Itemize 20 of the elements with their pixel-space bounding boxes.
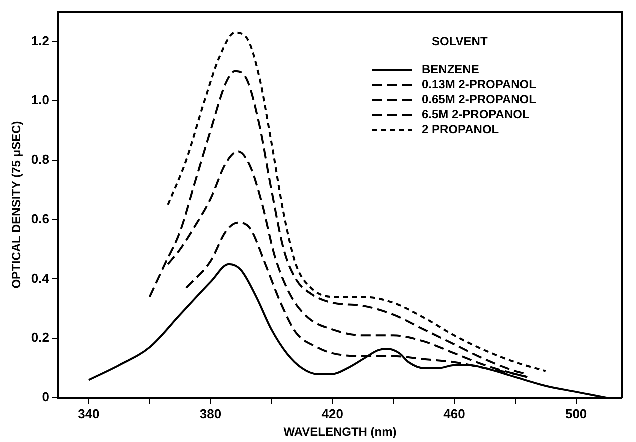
y-tick-label: 0.2 [31, 330, 50, 346]
x-axis-title: WAVELENGTH (nm) [284, 425, 397, 440]
x-tick-label: 460 [444, 406, 466, 422]
legend-label: 0.13M 2-PROPANOL [422, 77, 536, 92]
y-axis-title: OPTICAL DENSITY (75 μSEC) [10, 121, 24, 289]
y-tick-label: 0 [42, 390, 50, 405]
legend-label: 6.5M 2-PROPANOL [422, 107, 530, 122]
legend-title: SOLVENT [432, 34, 488, 48]
y-tick-label: 0.4 [31, 270, 50, 286]
x-tick-label: 380 [200, 406, 222, 422]
x-tick-label: 340 [78, 406, 100, 422]
x-tick-label: 420 [322, 406, 344, 422]
legend-label: BENZENE [422, 62, 480, 76]
y-tick-label: 0.6 [31, 211, 50, 226]
y-tick-label: 1.2 [31, 33, 50, 48]
x-tick-label: 500 [565, 406, 588, 422]
y-tick-label: 1.0 [31, 92, 50, 108]
legend-label: 0.65M 2-PROPANOL [422, 92, 536, 106]
legend-label: 2 PROPANOL [422, 122, 500, 136]
y-tick-label: 0.8 [31, 152, 50, 168]
